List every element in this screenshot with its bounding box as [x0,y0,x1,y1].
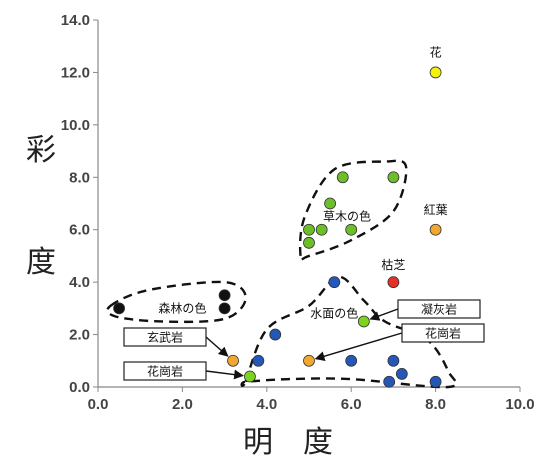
label-box-text: 花崗岩 [425,326,461,341]
cluster-label: 草木の色 [323,210,371,224]
data-point [357,315,370,328]
axes: 0.0 2.0 4.0 6.0 8.0 10.0 0.0 2.0 4.0 6.0 8.0 10.0 12… [61,12,535,413]
data-point [383,375,396,388]
y-axis-title-char-1: 彩 [26,133,56,168]
point-annotation: 紅葉 [424,203,448,217]
y-tick-label: 10.0 [61,117,90,134]
label-arrow [205,336,229,357]
x-tick-label: 2.0 [172,396,193,413]
data-point [218,302,231,315]
data-point [387,171,400,184]
data-point [227,354,239,367]
data-point [328,276,341,289]
data-point [395,367,408,380]
point-annotation: 花 [430,45,442,60]
y-tick-label: 14.0 [61,12,90,29]
label-box-text: 玄武岩 [147,330,183,345]
data-point [315,223,328,236]
cluster-label: 水面の色 [310,307,358,321]
y-tick-label: 4.0 [69,274,90,291]
label-box [401,323,485,343]
x-tick-label: 4.0 [256,396,277,413]
label-arrow [369,308,399,321]
data-point [269,328,282,341]
label-arrow [205,369,244,380]
x-tick-label: 10.0 [505,396,534,413]
label-box [397,299,481,319]
data-point [429,223,442,236]
data-point [387,354,400,367]
y-tick-label: 2.0 [69,327,90,344]
data-points [113,66,442,388]
label-arrow [314,332,403,361]
data-point [303,223,315,236]
data-point [303,236,315,249]
point-annotation: 枯芝 [381,257,405,272]
cluster-outlines [106,159,458,389]
data-point [244,370,256,383]
data-point [387,276,400,289]
data-point [113,302,125,315]
data-point [252,354,265,367]
data-point [429,66,442,79]
data-point [336,171,349,184]
cluster-label: 森林の色 [158,300,206,315]
data-point [345,354,358,367]
y-axis-title-char-2: 度 [26,245,56,280]
label-box-text: 花崗岩 [147,364,183,379]
cluster-outline [298,159,408,261]
data-point [303,354,315,367]
label-arrows [205,308,403,380]
x-tick-label: 8.0 [425,396,446,413]
label-box [123,327,207,347]
data-point [345,223,358,236]
y-tick-label: 8.0 [69,169,90,186]
label-box [123,361,207,381]
y-tick-label: 0.0 [69,379,90,396]
x-tick-label: 6.0 [341,396,362,413]
label-box-text: 凝灰岩 [421,302,457,317]
data-point [218,289,231,302]
y-tick-label: 12.0 [61,64,90,81]
x-axis-title: 明 度 [243,425,333,460]
cluster-outline [106,280,247,324]
data-point [429,375,442,388]
x-tick-label: 0.0 [88,396,109,413]
y-tick-label: 6.0 [69,222,90,239]
data-point [324,197,337,210]
